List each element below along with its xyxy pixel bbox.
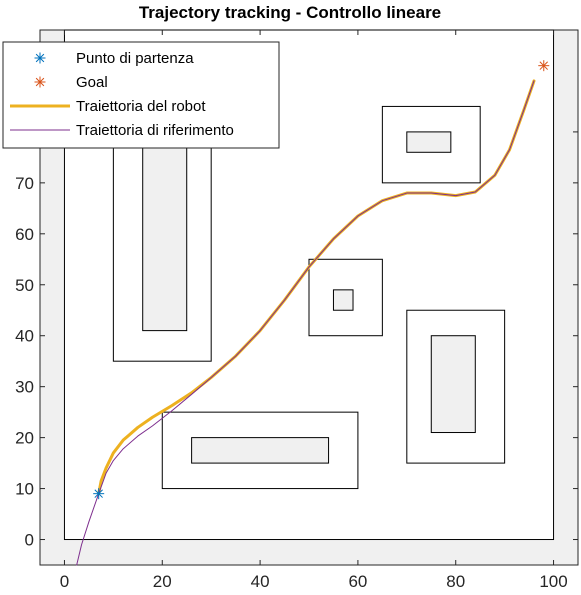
- legend-label-0: Punto di partenza: [76, 50, 194, 67]
- trajectory-lines-layer: [76, 79, 536, 566]
- y-tick-label-1: 10: [15, 480, 34, 499]
- series-line-1: [76, 80, 535, 566]
- legend-label-3: Traiettoria di riferimento: [76, 122, 234, 139]
- y-tick-label-3: 30: [15, 378, 34, 397]
- axes-layer: 02040608010001020304050607080: [15, 30, 578, 591]
- legend: Punto di partenza Goal Traiettoria del rob…: [2, 41, 280, 149]
- y-tick-label-7: 70: [15, 174, 34, 193]
- x-tick-label-5: 100: [539, 572, 567, 591]
- chart-title: Trajectory tracking - Controllo lineare: [139, 3, 441, 22]
- x-tick-label-0: 0: [60, 572, 69, 591]
- y-tick-label-6: 60: [15, 225, 34, 244]
- series-marker-1-0: [538, 60, 550, 72]
- obstacle-inner-2: [332, 289, 354, 311]
- x-tick-label-3: 60: [348, 572, 367, 591]
- obstacle-inner-3: [430, 335, 476, 434]
- x-tick-label-2: 40: [251, 572, 270, 591]
- markers-layer: [93, 60, 550, 500]
- y-tick-label-4: 40: [15, 327, 34, 346]
- legend-label-2: Traiettoria del robot: [76, 98, 206, 115]
- y-tick-label-2: 20: [15, 429, 34, 448]
- series-marker-0-0: [93, 488, 105, 500]
- legend-marker-0: [34, 52, 46, 64]
- x-tick-label-1: 20: [153, 572, 172, 591]
- legend-marker-1: [34, 76, 46, 88]
- obstacle-inner-4: [191, 437, 330, 464]
- y-tick-label-5: 50: [15, 276, 34, 295]
- y-tick-label-0: 0: [25, 531, 34, 550]
- legend-label-1: Goal: [76, 74, 108, 91]
- obstacle-inner-1: [406, 131, 452, 153]
- obstacle-inner-0: [142, 131, 188, 332]
- x-tick-label-4: 80: [446, 572, 465, 591]
